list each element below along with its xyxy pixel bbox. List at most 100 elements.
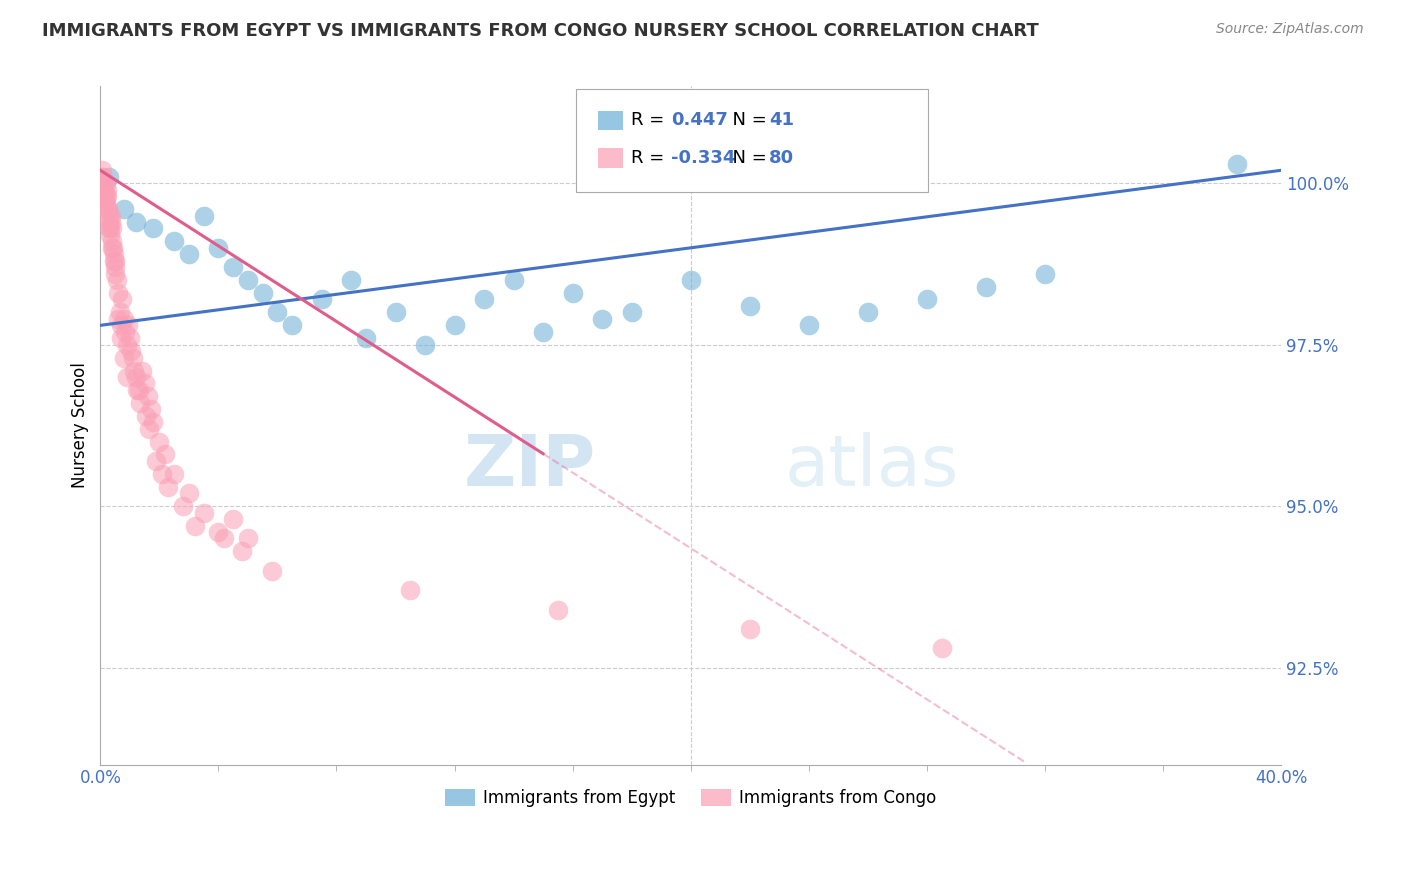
- Point: [101, 241, 124, 255]
- Point: [915, 293, 938, 307]
- Point: [1226, 157, 1249, 171]
- Point: [93, 183, 115, 197]
- Point: [115, 370, 138, 384]
- Point: [139, 402, 162, 417]
- Point: [93, 183, 115, 197]
- Point: [94, 189, 117, 203]
- Point: [413, 337, 436, 351]
- Point: [266, 305, 288, 319]
- Point: [236, 532, 259, 546]
- Text: ZIP: ZIP: [464, 432, 596, 500]
- Point: [172, 499, 194, 513]
- Point: [105, 273, 128, 287]
- Point: [97, 202, 120, 216]
- Point: [110, 331, 132, 345]
- Point: [591, 311, 613, 326]
- Point: [354, 331, 377, 345]
- Point: [98, 227, 121, 242]
- Point: [145, 454, 167, 468]
- Text: R =: R =: [631, 112, 671, 129]
- Point: [472, 293, 495, 307]
- Point: [193, 506, 215, 520]
- Point: [96, 183, 118, 197]
- Point: [311, 293, 333, 307]
- Point: [142, 221, 165, 235]
- Point: [129, 396, 152, 410]
- Point: [124, 363, 146, 377]
- Text: IMMIGRANTS FROM EGYPT VS IMMIGRANTS FROM CONGO NURSERY SCHOOL CORRELATION CHART: IMMIGRANTS FROM EGYPT VS IMMIGRANTS FROM…: [42, 22, 1039, 40]
- Point: [117, 318, 139, 333]
- Point: [138, 422, 160, 436]
- Point: [443, 318, 465, 333]
- Point: [107, 286, 129, 301]
- Point: [100, 221, 122, 235]
- Point: [108, 305, 131, 319]
- Point: [134, 376, 156, 391]
- Point: [91, 169, 114, 184]
- Point: [112, 311, 135, 326]
- Point: [155, 448, 177, 462]
- Point: [98, 215, 121, 229]
- Point: [184, 518, 207, 533]
- Point: [797, 318, 820, 333]
- Point: [157, 480, 180, 494]
- Point: [399, 583, 422, 598]
- Point: [115, 337, 138, 351]
- Point: [531, 325, 554, 339]
- Point: [127, 383, 149, 397]
- Text: 41: 41: [769, 112, 794, 129]
- Point: [110, 318, 132, 333]
- Point: [111, 293, 134, 307]
- Point: [384, 305, 406, 319]
- Point: [103, 253, 125, 268]
- Point: [222, 512, 245, 526]
- Point: [214, 532, 236, 546]
- Point: [112, 202, 135, 216]
- Point: [148, 434, 170, 449]
- Point: [98, 221, 121, 235]
- Point: [100, 209, 122, 223]
- Text: 80: 80: [769, 149, 794, 167]
- Point: [125, 370, 148, 384]
- Point: [100, 215, 122, 229]
- Point: [96, 189, 118, 203]
- Point: [91, 176, 114, 190]
- Text: atlas: atlas: [785, 432, 959, 500]
- Point: [1033, 267, 1056, 281]
- Point: [163, 467, 186, 481]
- Point: [679, 273, 702, 287]
- Point: [547, 602, 569, 616]
- Point: [620, 305, 643, 319]
- Point: [94, 189, 117, 203]
- Point: [96, 176, 118, 190]
- Point: [738, 622, 761, 636]
- Point: [128, 383, 150, 397]
- Point: [103, 253, 125, 268]
- Point: [150, 467, 173, 481]
- Point: [207, 524, 229, 539]
- Point: [91, 176, 114, 190]
- Point: [101, 235, 124, 249]
- Point: [104, 267, 127, 281]
- Point: [131, 363, 153, 377]
- Point: [135, 409, 157, 423]
- Point: [931, 641, 953, 656]
- Point: [94, 195, 117, 210]
- Point: [103, 247, 125, 261]
- Point: [252, 286, 274, 301]
- Point: [120, 344, 142, 359]
- Point: [90, 163, 112, 178]
- Point: [97, 221, 120, 235]
- Point: [177, 486, 200, 500]
- Text: 0.447: 0.447: [671, 112, 727, 129]
- Point: [193, 209, 215, 223]
- Point: [97, 202, 120, 216]
- Point: [281, 318, 304, 333]
- Point: [94, 195, 117, 210]
- Point: [738, 299, 761, 313]
- Text: Source: ZipAtlas.com: Source: ZipAtlas.com: [1216, 22, 1364, 37]
- Point: [121, 351, 143, 365]
- Text: N =: N =: [721, 149, 773, 167]
- Point: [136, 389, 159, 403]
- Point: [974, 279, 997, 293]
